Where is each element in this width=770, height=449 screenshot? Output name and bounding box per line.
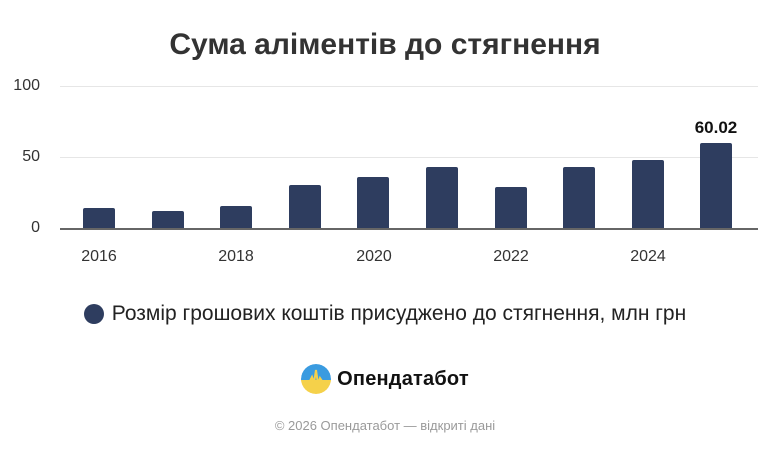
x-axis-line — [60, 228, 758, 230]
footer-copyright: © 2026 Опендатабот — відкриті дані — [274, 418, 496, 433]
bar-2019[interactable] — [289, 185, 321, 228]
y-tick-100: 100 — [13, 77, 40, 94]
bar-2024[interactable] — [632, 160, 664, 228]
opendatabot-logo-icon — [301, 364, 332, 394]
bar-2025[interactable] — [700, 143, 732, 228]
legend[interactable]: Розмір грошових коштів присуджено до стя… — [0, 302, 770, 326]
gridline-50 — [60, 157, 758, 158]
bar-2022[interactable] — [495, 187, 527, 228]
bar-2018[interactable] — [220, 206, 252, 228]
legend-label: Розмір грошових коштів присуджено до стя… — [111, 302, 687, 325]
x-tick-2018: 2018 — [218, 248, 254, 265]
x-tick-2022: 2022 — [493, 248, 529, 265]
legend-marker-icon — [83, 304, 104, 324]
chart-title: Сума аліментів до стягнення — [169, 28, 601, 61]
y-tick-0: 0 — [31, 219, 40, 236]
brand: Опендатабот — [0, 364, 770, 394]
data-label-2025: 60.02 — [694, 118, 738, 137]
bar-2021[interactable] — [426, 167, 458, 228]
plot-area: 100 50 0 2016 2018 2020 2022 2024 60.02 — [13, 77, 758, 265]
x-tick-2016: 2016 — [81, 248, 117, 265]
gridline-100 — [60, 86, 758, 87]
bar-2016[interactable] — [83, 208, 115, 228]
bar-2017[interactable] — [152, 211, 184, 228]
bar-2023[interactable] — [563, 167, 595, 228]
brand-name: Опендатабот — [337, 367, 469, 390]
x-tick-2024: 2024 — [630, 248, 666, 265]
x-tick-2020: 2020 — [356, 248, 392, 265]
y-tick-50: 50 — [22, 148, 40, 165]
bar-2020[interactable] — [357, 177, 389, 228]
